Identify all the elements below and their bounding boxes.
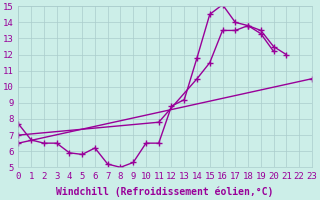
X-axis label: Windchill (Refroidissement éolien,°C): Windchill (Refroidissement éolien,°C) bbox=[56, 187, 274, 197]
